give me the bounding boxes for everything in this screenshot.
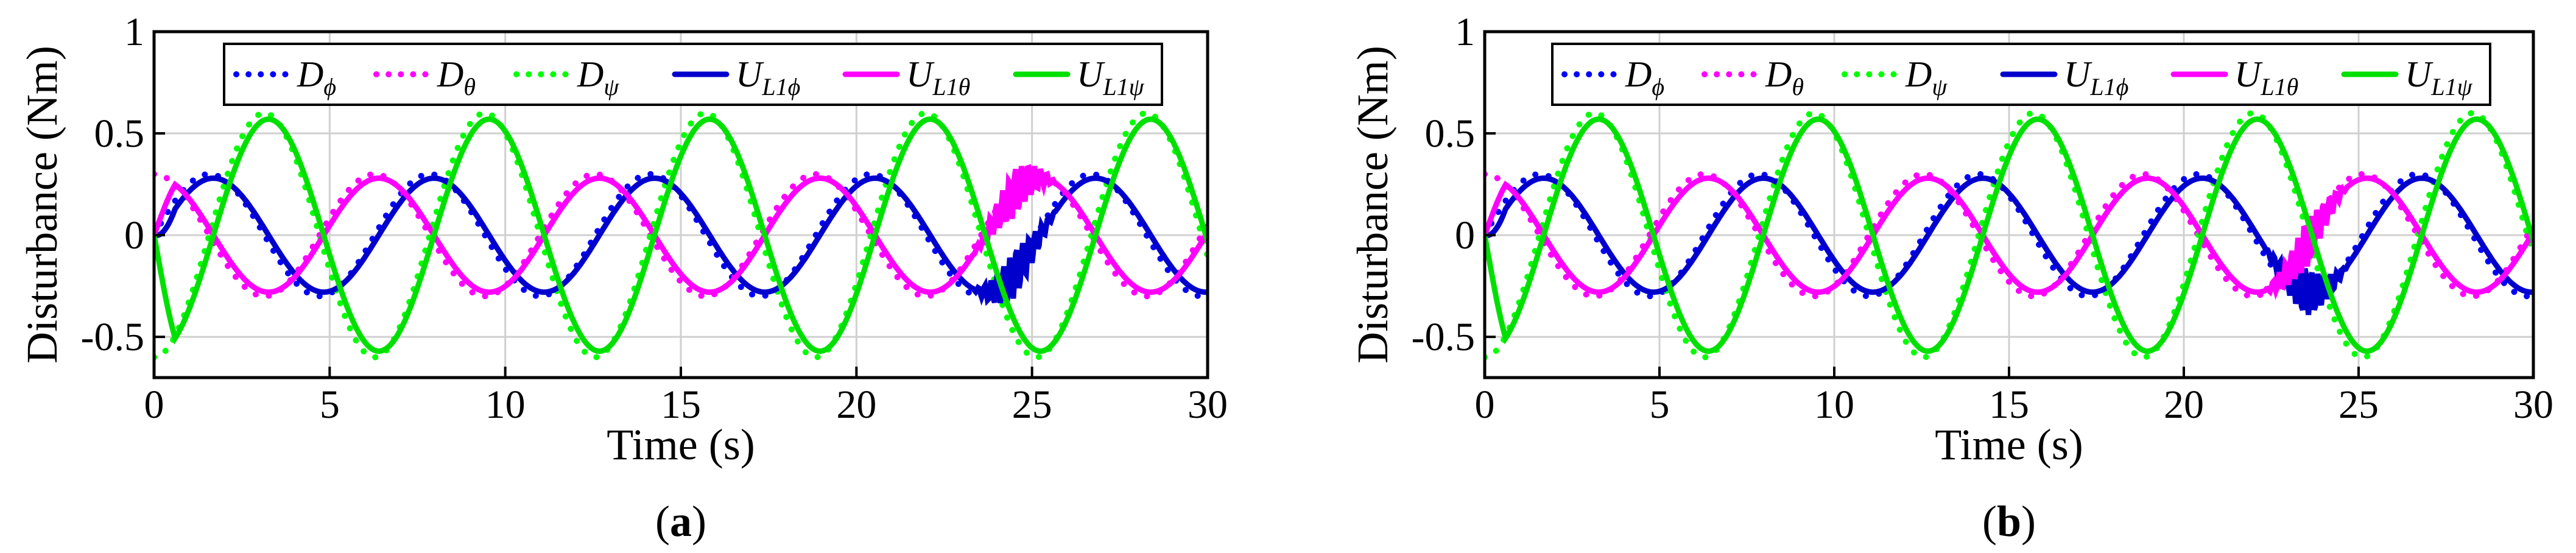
legend-label-D-ϕ: Dϕ — [297, 54, 336, 100]
panel-label-close: ) — [2021, 497, 2036, 546]
series-line-U-L1θ — [154, 164, 1208, 295]
legend-label-sub: θ — [463, 73, 476, 100]
legend: Dϕ Dθ Dψ UL1ϕ UL1θ UL1ψ — [223, 43, 1163, 106]
panel-label: (a) — [655, 497, 706, 546]
legend-label-sub: ψ — [604, 73, 619, 100]
y-tick-label: -0.5 — [81, 315, 144, 359]
legend-label-U-L1ϕ: UL1ϕ — [2064, 54, 2128, 100]
legend-label-D-ψ: Dψ — [1905, 54, 1948, 100]
legend-label-sub: L1ϕ — [2089, 73, 2128, 100]
legend-label-base: U — [2234, 54, 2263, 94]
legend-label-sub: L1θ — [932, 73, 970, 100]
x-tick-label: 10 — [1814, 382, 1854, 427]
series-line-U-L1θ — [1485, 175, 2533, 300]
series-line-D-θ — [1485, 171, 2533, 300]
x-tick-label: 30 — [1188, 382, 1228, 427]
legend-label-sub: ψ — [1932, 73, 1948, 100]
legend-label-D-θ: Dθ — [437, 54, 476, 100]
y-tick-label: 1 — [1455, 10, 1475, 54]
legend-label-base: D — [1905, 54, 1932, 94]
legend: Dϕ Dθ Dψ UL1ϕ UL1θ UL1ψ — [1551, 43, 2491, 106]
legend-label-base: U — [736, 54, 764, 94]
legend-label-base: U — [2064, 54, 2092, 94]
x-tick-label: 25 — [2338, 382, 2379, 427]
series-line-U-L1ϕ — [154, 175, 1208, 306]
x-tick-label: 20 — [836, 382, 876, 427]
legend-label-D-ψ: Dψ — [577, 54, 619, 100]
legend-label-base: D — [1765, 54, 1792, 94]
legend-label-base: D — [577, 54, 604, 94]
legend-label-sub: L1ψ — [2430, 73, 2472, 100]
legend-label-sub: L1θ — [2260, 73, 2298, 100]
panel-label-close: ) — [692, 497, 706, 546]
y-tick-label: 0 — [1455, 213, 1475, 258]
panel-label: (b) — [1982, 497, 2036, 546]
x-tick-label: 15 — [1989, 382, 2029, 427]
series-line-U-L1ψ — [1485, 116, 2533, 354]
y-tick-label: 0 — [124, 213, 144, 258]
x-tick-label: 30 — [2513, 382, 2553, 427]
series-group — [154, 110, 1208, 361]
legend-label-sub: L1ϕ — [761, 73, 800, 100]
legend-label-sub: ϕ — [323, 73, 336, 100]
legend-label-D-θ: Dθ — [1765, 54, 1804, 100]
x-tick-label: 10 — [485, 382, 526, 427]
series-line-U-L1ϕ — [1485, 175, 2533, 315]
y-axis-label: Disturbance (Nm) — [1348, 46, 1397, 364]
legend-label-base: U — [2405, 54, 2433, 94]
y-tick-label: -0.5 — [1412, 315, 1475, 359]
series-group — [1485, 110, 2533, 361]
x-tick-label: 15 — [661, 382, 701, 427]
x-tick-label: 0 — [1475, 382, 1495, 427]
legend-label-base: D — [437, 54, 463, 94]
y-axis-label: Disturbance (Nm) — [18, 46, 66, 364]
panel-label-open: ( — [1982, 497, 1997, 546]
y-tick-label: 0.5 — [94, 111, 145, 156]
legend-label-U-L1θ: UL1θ — [2234, 54, 2298, 100]
y-tick-label: 1 — [124, 10, 144, 54]
legend-label-U-L1θ: UL1θ — [906, 54, 970, 100]
legend-label-base: D — [297, 54, 323, 94]
x-tick-label: 5 — [320, 382, 340, 427]
x-axis-label: Time (s) — [607, 420, 755, 469]
panel-label-letter: b — [1997, 497, 2021, 546]
legend-label-sub: ϕ — [1652, 73, 1664, 100]
panel-label-open: ( — [655, 497, 670, 546]
x-tick-label: 25 — [1012, 382, 1052, 427]
legend-label-sub: L1ψ — [1102, 73, 1144, 100]
legend-label-U-L1ψ: UL1ψ — [2405, 54, 2473, 100]
y-tick-label: 0.5 — [1425, 111, 1476, 156]
legend-label-base: D — [1625, 54, 1652, 94]
legend-label-sub: θ — [1792, 73, 1804, 100]
legend-label-U-L1ϕ: UL1ϕ — [736, 54, 800, 100]
series-line-U-L1ψ — [154, 116, 1208, 354]
x-tick-label: 0 — [144, 382, 164, 427]
legend-label-D-ϕ: Dϕ — [1625, 54, 1664, 100]
legend-label-base: U — [1077, 54, 1105, 94]
x-axis-label: Time (s) — [1935, 420, 2083, 469]
x-tick-label: 20 — [2164, 382, 2204, 427]
legend-label-base: U — [906, 54, 935, 94]
x-tick-label: 5 — [1650, 382, 1670, 427]
panel-label-letter: a — [670, 497, 692, 546]
legend-label-U-L1ψ: UL1ψ — [1077, 54, 1145, 100]
